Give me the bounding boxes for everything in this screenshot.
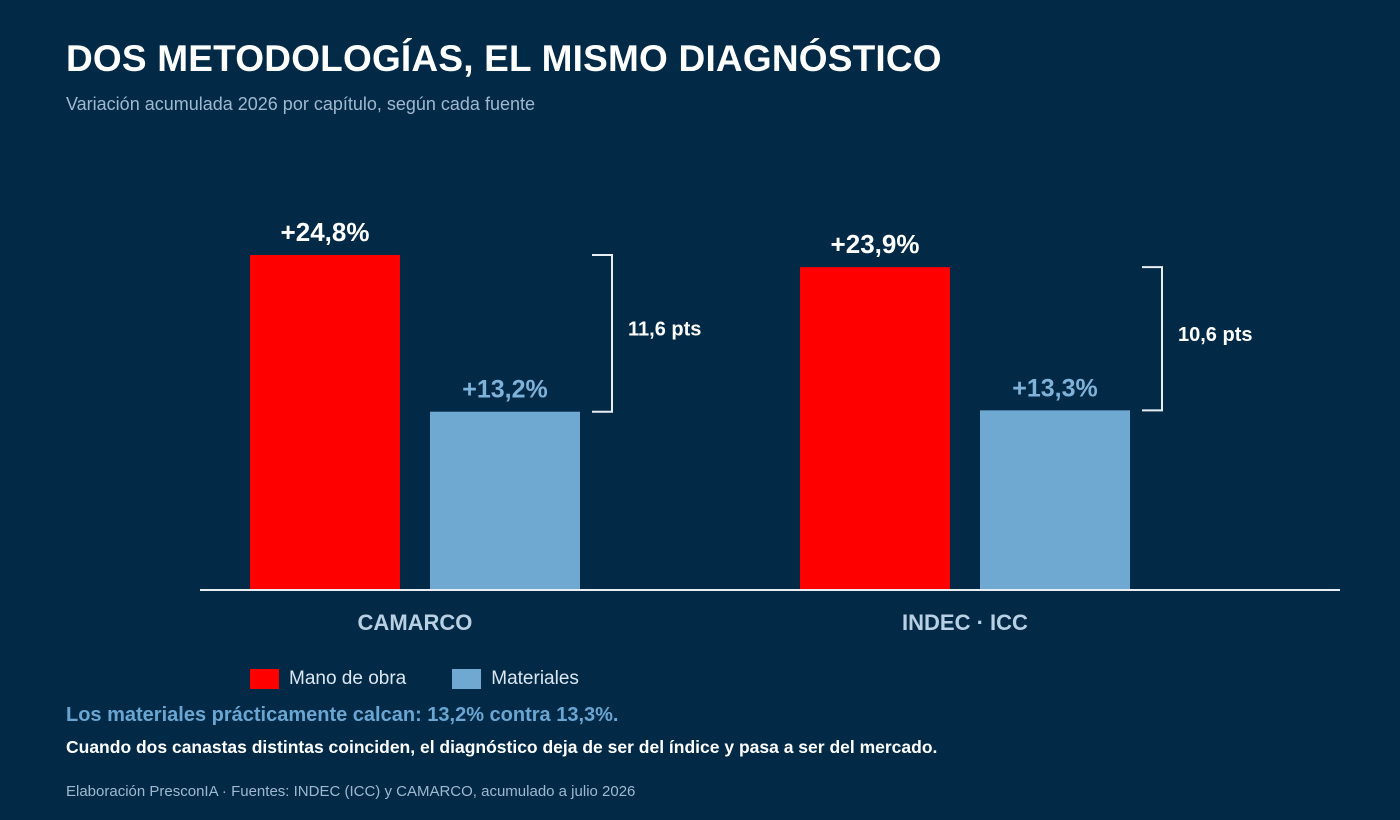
source-text: Elaboración PresconIA · Fuentes: INDEC (… (66, 783, 636, 800)
data-label-materials-0: +13,2% (462, 376, 548, 404)
chart-subtitle: Variación acumulada 2026 por capítulo, s… (66, 94, 535, 114)
gap-label-1: 10,6 pts (1178, 324, 1252, 346)
category-label-1: INDEC · ICC (902, 610, 1028, 635)
legend-item-labor: Mano de obra (250, 668, 406, 690)
gap-bracket-0 (592, 254, 613, 413)
gap-label-0: 11,6 pts (628, 318, 701, 340)
bar-labor-1 (800, 267, 950, 590)
legend-item-materials: Materiales (452, 668, 579, 690)
legend: Mano de obra Materiales (250, 668, 579, 690)
data-label-materials-1: +13,3% (1012, 374, 1098, 402)
legend-label-labor: Mano de obra (289, 668, 407, 689)
data-label-labor-0: +24,8% (281, 217, 370, 247)
category-label-0: CAMARCO (358, 610, 473, 635)
bar-materials-0 (430, 411, 580, 590)
takeaway-text: Los materiales prácticamente calcan: 13,… (66, 704, 619, 726)
legend-swatch-labor (250, 669, 279, 689)
legend-swatch-materials (452, 669, 482, 689)
bar-labor-0 (250, 255, 400, 590)
gap-bracket-1 (1142, 266, 1163, 412)
bar-materials-1 (980, 410, 1130, 590)
data-label-labor-1: +23,9% (831, 229, 920, 259)
chart-title: DOS METODOLOGÍAS, EL MISMO DIAGNÓSTICO (66, 38, 942, 79)
legend-label-materials: Materiales (491, 668, 579, 689)
note-text: Cuando dos canastas distintas coinciden,… (66, 737, 938, 757)
